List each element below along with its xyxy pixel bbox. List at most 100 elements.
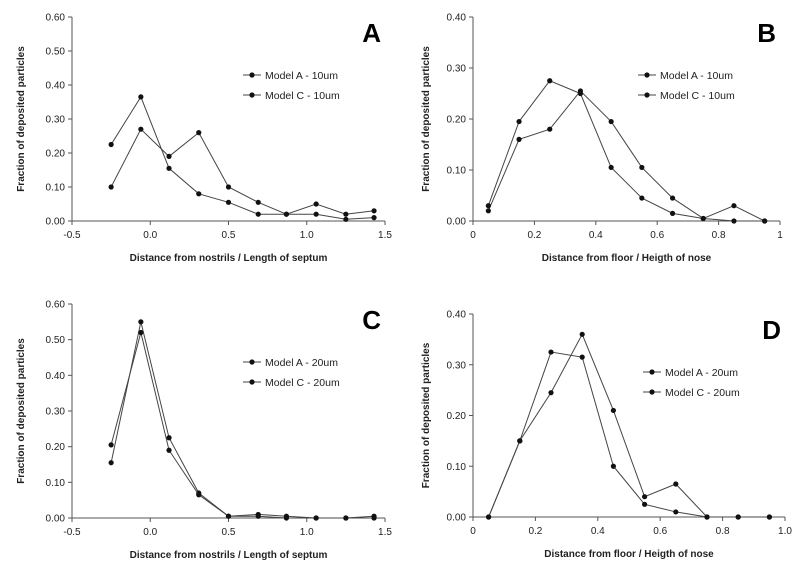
y-tick-label: 0.20 <box>447 411 467 422</box>
data-point <box>610 463 616 469</box>
data-point <box>138 329 144 336</box>
data-point <box>735 514 741 520</box>
y-tick-label: 0.30 <box>447 64 467 75</box>
legend-marker <box>249 359 255 365</box>
x-tick-label: -0.5 <box>63 527 81 538</box>
data-point <box>700 215 706 222</box>
series-line <box>110 128 375 215</box>
legend-marker <box>249 379 255 385</box>
legend-marker <box>249 72 255 78</box>
data-point <box>225 184 232 190</box>
y-tick-label: 0.40 <box>447 13 467 24</box>
data-point <box>486 514 492 520</box>
y-tick-label: 0.10 <box>46 183 66 194</box>
legend-marker <box>649 369 655 375</box>
legend-entry: Model A - 20um <box>265 357 338 369</box>
series-line <box>488 333 770 518</box>
data-point <box>766 514 772 520</box>
data-point <box>313 201 319 207</box>
chart-panel-a: 0.00 0.10 0.20 0.30 0.40 0.50 0.60 -0.5 0.0 0.5 1.… <box>0 0 405 287</box>
data-point <box>108 460 114 466</box>
x-tick-label: 1.5 <box>378 230 392 241</box>
legend-entry: Model A - 10um <box>265 70 338 82</box>
y-axis-label: Fraction of deposited particles <box>421 342 432 488</box>
data-point <box>196 191 202 197</box>
y-tick-label: 0.00 <box>46 217 66 228</box>
y-tick-label: 0.20 <box>447 115 467 126</box>
data-point <box>669 210 676 216</box>
data-point <box>313 211 319 217</box>
data-point <box>547 126 553 132</box>
data-point <box>166 435 172 441</box>
legend-marker <box>649 389 655 395</box>
legend-marker <box>249 92 255 98</box>
legend-entry: Model C - 20um <box>265 377 340 389</box>
x-tick-label: 0.4 <box>591 526 605 537</box>
panel-label: B <box>757 18 776 48</box>
data-point <box>166 153 172 159</box>
x-tick-label: 1.5 <box>378 527 392 538</box>
data-point <box>548 390 554 396</box>
data-point <box>642 494 648 500</box>
panel-label: A <box>362 18 381 48</box>
data-point <box>166 165 172 171</box>
data-point <box>517 438 523 444</box>
data-point <box>639 164 645 171</box>
x-tick-label: 1.0 <box>300 230 314 241</box>
legend-marker <box>644 72 650 78</box>
data-point <box>138 126 144 132</box>
chart-svg: 0.00 0.10 0.20 0.30 0.40 0.50 0.60 -0.5 0.0 0.5 1.… <box>16 13 392 265</box>
y-tick-label: 0.40 <box>46 81 66 92</box>
data-point <box>579 331 585 337</box>
x-tick-label: 1.0 <box>778 526 792 537</box>
data-point <box>343 211 349 217</box>
legend-marker <box>644 92 650 98</box>
data-point <box>196 492 202 498</box>
y-tick-label: 0.20 <box>46 149 66 160</box>
y-tick-label: 0.00 <box>447 217 467 228</box>
data-point <box>196 130 202 136</box>
data-point <box>108 141 114 148</box>
data-point <box>371 515 377 521</box>
y-tick-label: 0.00 <box>46 514 66 525</box>
y-tick-label: 0.10 <box>46 478 66 489</box>
data-point <box>579 354 585 360</box>
x-tick-label: 0.6 <box>650 230 664 241</box>
x-tick-label: 0 <box>470 526 476 537</box>
data-point <box>343 216 349 222</box>
x-axis-label: Distance from nostrils / Length of septu… <box>130 253 328 264</box>
data-point <box>485 203 491 209</box>
x-tick-label: 0.5 <box>222 230 236 241</box>
x-tick-label: 0.4 <box>589 230 603 241</box>
chart-svg: 0.00 0.10 0.20 0.30 0.40 0 0.2 0.4 0.6 0.8 1 Distan… <box>421 13 783 265</box>
x-tick-label: 1 <box>777 230 783 241</box>
data-point <box>673 481 679 487</box>
series-line <box>488 351 770 518</box>
data-point <box>610 407 616 414</box>
legend-entry: Model C - 10um <box>265 90 340 102</box>
x-tick-label: 0.2 <box>528 526 542 537</box>
x-tick-label: 0.0 <box>143 230 157 241</box>
y-tick-label: 0.10 <box>447 166 467 177</box>
legend-entry: Model C - 20um <box>665 387 740 399</box>
y-tick-label: 0.50 <box>46 335 66 346</box>
chart-svg: 0.00 0.10 0.20 0.30 0.40 0 0.2 0.4 0.6 0.8 1.0 Dist… <box>421 310 792 561</box>
legend-entry: Model A - 20um <box>665 367 738 379</box>
data-point <box>639 195 645 201</box>
y-tick-label: 0.30 <box>46 115 66 126</box>
data-point <box>108 184 114 190</box>
data-point <box>485 208 491 214</box>
data-point <box>673 509 679 515</box>
data-point <box>313 515 319 521</box>
data-point <box>138 94 144 100</box>
y-axis-label: Fraction of deposited particles <box>16 46 27 192</box>
data-point <box>166 447 172 453</box>
series-line <box>487 80 765 222</box>
y-tick-label: 0.30 <box>447 360 467 371</box>
data-point <box>731 203 737 209</box>
x-tick-label: 0.6 <box>653 526 667 537</box>
data-point <box>255 511 261 518</box>
x-axis-label: Distance from floor / Heigth of nose <box>542 253 712 264</box>
y-tick-label: 0.40 <box>46 371 66 382</box>
data-point <box>548 349 554 355</box>
